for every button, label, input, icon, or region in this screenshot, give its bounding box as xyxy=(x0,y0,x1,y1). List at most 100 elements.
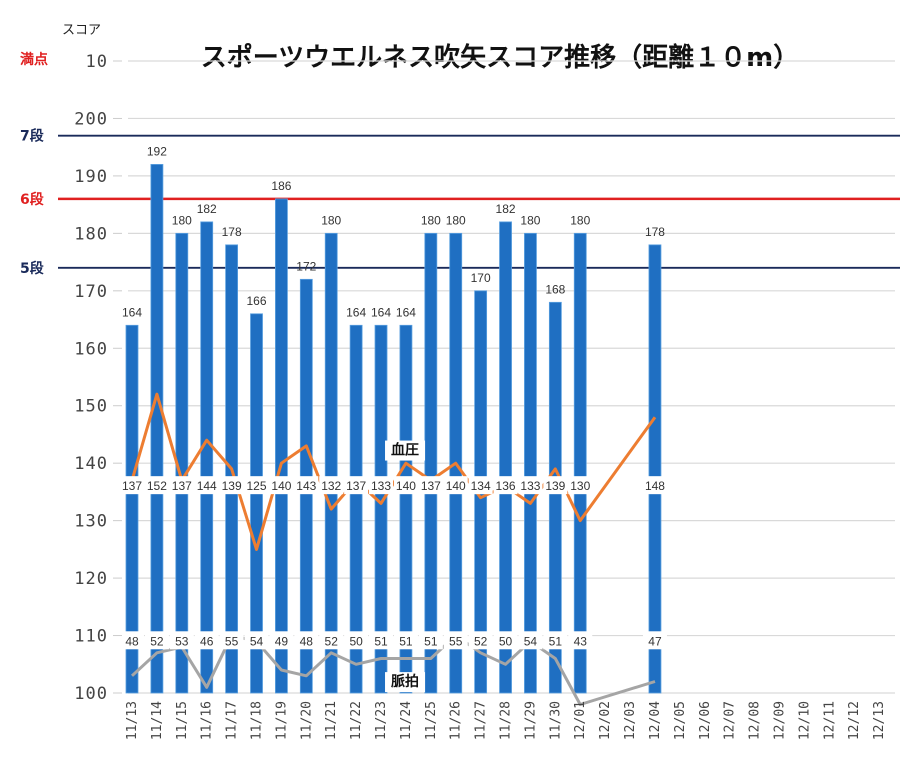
y-tick-label: 130 xyxy=(74,512,108,532)
x-tick-label: 11/24 xyxy=(399,701,414,740)
score-bar xyxy=(150,164,164,694)
score-bar xyxy=(324,232,338,694)
x-tick-label: 12/04 xyxy=(648,701,663,740)
pulse-value-label-bg xyxy=(244,631,269,650)
x-tick-label: 12/11 xyxy=(822,701,837,740)
pulse-value-label: 49 xyxy=(275,634,289,648)
score-value-label: 170 xyxy=(471,271,491,285)
blood-pressure-value-label: 130 xyxy=(570,479,590,493)
score-bar xyxy=(499,221,512,694)
y-tick-label: 140 xyxy=(74,454,108,474)
blood-pressure-value-label-bg xyxy=(468,476,493,495)
blood-pressure-value-label: 148 xyxy=(645,479,665,493)
x-tick-label: 11/15 xyxy=(175,701,190,740)
data-labels: 164 192 180 182 178 166 186 172 180 164 164 164 180 1… xyxy=(120,144,667,693)
pulse-value-label: 54 xyxy=(524,634,538,648)
x-tick-label: 11/25 xyxy=(424,701,439,740)
blood-pressure-value-label: 133 xyxy=(520,479,540,493)
y-tick-label: 110 xyxy=(74,627,108,647)
x-tick-label: 11/18 xyxy=(250,701,265,740)
score-bar xyxy=(399,324,413,694)
pulse-value-label: 46 xyxy=(200,634,214,648)
pulse-value-label: 51 xyxy=(424,634,438,648)
pulse-value-label: 53 xyxy=(175,634,189,648)
x-tick-label: 11/20 xyxy=(299,701,314,740)
pulse-value-label-bg xyxy=(568,631,593,650)
x-tick-label: 11/19 xyxy=(274,701,289,740)
x-tick-label: 12/06 xyxy=(698,701,713,740)
pulse-value-label: 51 xyxy=(399,634,413,648)
x-axis-ticks: 11/13 11/14 11/15 11/16 11/17 11/18 11/19 11/20… xyxy=(125,701,887,740)
x-tick-label: 11/30 xyxy=(548,701,563,740)
x-tick-label: 11/28 xyxy=(499,701,514,740)
y-tick-label: 160 xyxy=(74,339,108,359)
pulse-value-label-bg xyxy=(393,631,418,650)
score-value-label: 164 xyxy=(371,305,391,319)
score-bar xyxy=(349,324,363,694)
pulse-value-label: 50 xyxy=(349,634,363,648)
y-tick-label: 170 xyxy=(74,282,108,302)
x-tick-label: 12/13 xyxy=(872,701,887,740)
pulse-value-label: 55 xyxy=(449,634,463,648)
blood-pressure-value-label: 140 xyxy=(396,479,416,493)
blood-pressure-value-label: 143 xyxy=(296,479,316,493)
reference-line-label: 5段 xyxy=(20,260,44,277)
blood-pressure-value-label: 134 xyxy=(471,479,491,493)
pulse-value-label-bg xyxy=(144,631,169,650)
x-tick-label: 11/23 xyxy=(374,701,389,740)
pulse-value-label-bg xyxy=(219,631,244,650)
y-tick-label: 10 xyxy=(86,52,108,72)
score-bar xyxy=(524,232,537,694)
reference-lines: 満点 7段 6段 5段 xyxy=(20,51,900,277)
pulse-value-label-bg xyxy=(169,631,194,650)
score-value-label: 182 xyxy=(496,202,516,216)
x-tick-label: 12/12 xyxy=(847,701,862,740)
score-value-label: 164 xyxy=(346,305,366,319)
pulse-value-label: 43 xyxy=(574,634,588,648)
x-tick-label: 12/07 xyxy=(723,701,738,740)
pulse-value-label: 54 xyxy=(250,634,264,648)
x-tick-label: 12/05 xyxy=(673,701,688,740)
blood-pressure-value-label-bg xyxy=(144,476,169,495)
chart-title: スポーツウエルネス吹矢スコア推移（距離１０m） xyxy=(201,42,800,73)
blood-pressure-value-label: 125 xyxy=(246,479,266,493)
blood-pressure-value-label-bg xyxy=(319,476,344,495)
pulse-value-label-bg xyxy=(369,631,394,650)
blood-pressure-value-label-bg xyxy=(169,476,194,495)
score-bar xyxy=(275,198,288,694)
pulse-value-label: 48 xyxy=(300,634,314,648)
score-value-label: 180 xyxy=(421,213,441,227)
x-tick-label: 12/09 xyxy=(772,701,787,740)
score-bar xyxy=(125,324,139,694)
score-value-label: 182 xyxy=(197,202,217,216)
reference-line-label: 7段 xyxy=(20,128,44,145)
y-tick-label: 120 xyxy=(74,569,108,589)
blood-pressure-value-label-bg xyxy=(269,476,294,495)
blood-pressure-value-label: 137 xyxy=(346,479,366,493)
score-bar xyxy=(573,232,587,694)
blood-pressure-value-label: 132 xyxy=(321,479,341,493)
blood-pressure-value-label: 140 xyxy=(271,479,291,493)
pulse-value-label: 52 xyxy=(325,634,339,648)
blood-pressure-value-label-bg xyxy=(443,476,468,495)
pulse-value-label: 50 xyxy=(499,634,513,648)
blood-pressure-line xyxy=(130,392,657,551)
blood-pressure-value-label: 137 xyxy=(421,479,441,493)
y-axis-unit-label: スコア xyxy=(62,23,101,38)
score-bar xyxy=(548,301,562,694)
blood-pressure-value-label: 133 xyxy=(371,479,391,493)
score-value-label: 180 xyxy=(321,213,341,227)
pulse-value-label: 51 xyxy=(374,634,388,648)
score-value-label: 186 xyxy=(271,179,291,193)
blood-pressure-value-label-bg xyxy=(543,476,568,495)
pulse-value-label: 51 xyxy=(549,634,563,648)
x-tick-label: 11/21 xyxy=(324,701,339,740)
x-tick-label: 12/10 xyxy=(797,701,812,740)
blood-pressure-value-label: 139 xyxy=(545,479,565,493)
y-tick-label: 180 xyxy=(74,224,108,244)
score-bar xyxy=(250,313,263,694)
reference-line-label: 満点 xyxy=(20,51,48,68)
x-tick-label: 11/27 xyxy=(474,701,489,740)
y-axis-ticks: 100 110 120 130 140 150 160 170 180 190 200 10 xyxy=(74,52,122,704)
